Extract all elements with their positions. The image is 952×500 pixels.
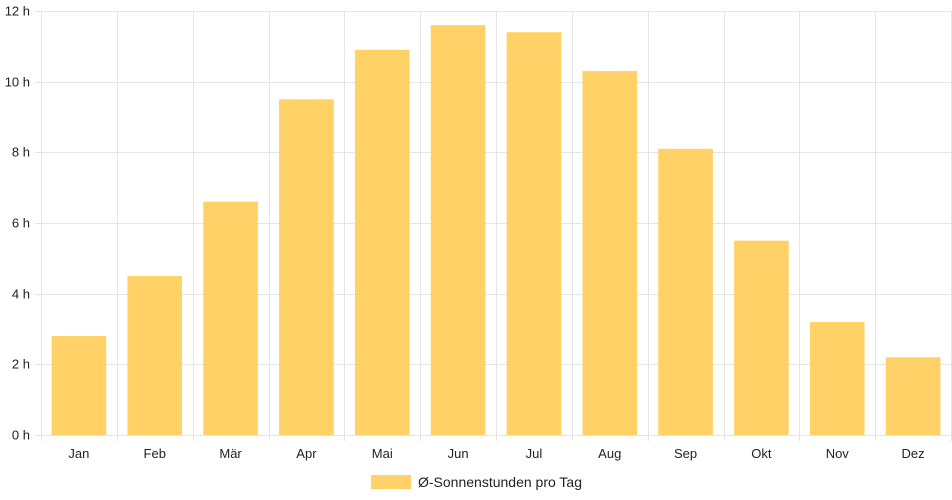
bar[interactable]	[582, 71, 638, 436]
x-tick-label: Sep	[674, 446, 697, 461]
y-tick-label: 10 h	[5, 75, 30, 90]
bar[interactable]	[506, 32, 562, 435]
x-tick-label: Jul	[526, 446, 543, 461]
x-tick-label: Feb	[144, 446, 166, 461]
x-axis: Jan Feb Mär Apr Mai Jun Jul Aug Sep Okt Nov Dez	[68, 446, 924, 461]
bar[interactable]	[734, 240, 789, 435]
y-tick-label: 8 h	[12, 145, 30, 160]
bar[interactable]	[430, 25, 486, 436]
x-tick-label: Mär	[219, 446, 242, 461]
x-tick-label: Okt	[751, 446, 772, 461]
x-tick-label: Jan	[68, 446, 89, 461]
x-tick-label: Nov	[826, 446, 850, 461]
legend-label: Ø-Sonnenstunden pro Tag	[418, 474, 582, 490]
gridlines	[35, 11, 952, 441]
bar[interactable]	[279, 99, 334, 435]
y-tick-label: 12 h	[5, 4, 30, 19]
y-tick-label: 2 h	[12, 357, 30, 372]
x-tick-label: Aug	[598, 446, 621, 461]
x-tick-label: Dez	[902, 446, 925, 461]
bar[interactable]	[809, 321, 865, 435]
bar[interactable]	[203, 201, 258, 435]
y-tick-label: 0 h	[12, 428, 30, 443]
bar[interactable]	[658, 148, 713, 436]
y-axis: 0 h 2 h 4 h 6 h 8 h 10 h 12 h	[5, 4, 30, 443]
bars	[51, 25, 941, 436]
bar[interactable]	[354, 49, 410, 435]
legend[interactable]: Ø-Sonnenstunden pro Tag	[371, 474, 582, 490]
bar[interactable]	[51, 336, 107, 435]
bar[interactable]	[127, 276, 183, 435]
y-tick-label: 4 h	[12, 287, 30, 302]
bar[interactable]	[885, 357, 941, 435]
x-tick-label: Apr	[296, 446, 317, 461]
y-tick-label: 6 h	[12, 216, 30, 231]
x-tick-label: Mai	[372, 446, 393, 461]
x-tick-label: Jun	[448, 446, 469, 461]
legend-swatch	[371, 475, 411, 489]
